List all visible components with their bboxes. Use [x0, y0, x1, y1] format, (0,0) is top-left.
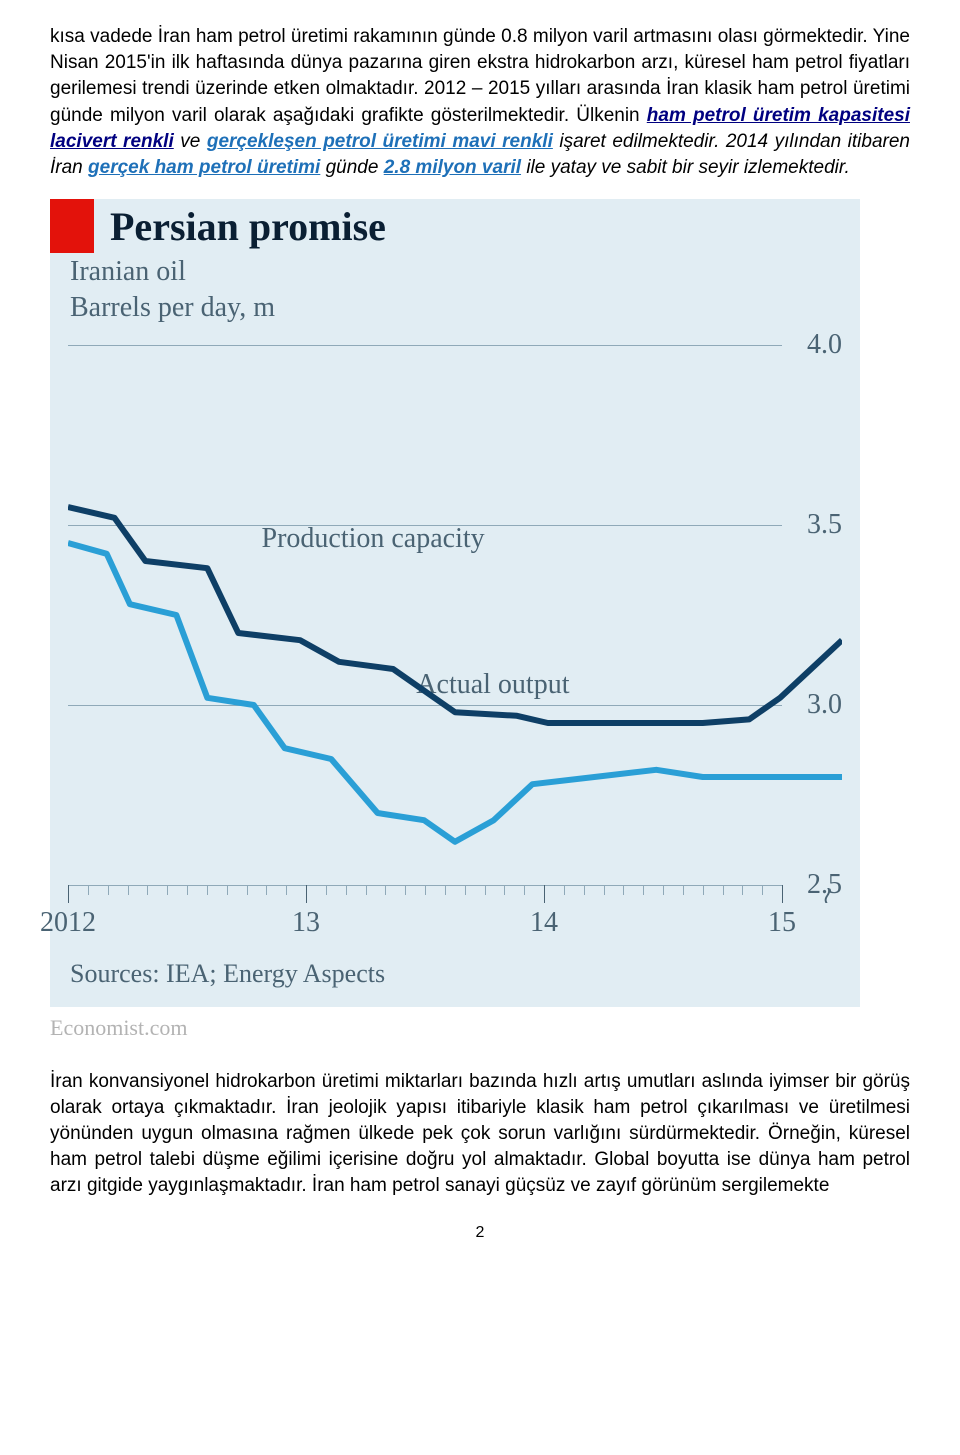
x-tick-minor [762, 885, 763, 895]
x-tick-minor [623, 885, 624, 895]
x-tick-minor [584, 885, 585, 895]
x-tick-minor [167, 885, 168, 895]
x-tick-minor [663, 885, 664, 895]
x-tick-minor [286, 885, 287, 895]
x-tick-minor [147, 885, 148, 895]
x-tick-minor [108, 885, 109, 895]
x-tick-minor [445, 885, 446, 895]
x-tick-minor [247, 885, 248, 895]
chart-sources: Sources: IEA; Energy Aspects [50, 945, 860, 1007]
paragraph-1: kısa vadede İran ham petrol üretimi raka… [50, 24, 910, 181]
chart-title: Persian promise [94, 199, 386, 253]
x-tick-major [544, 885, 545, 903]
x-tick-minor [524, 885, 525, 895]
chart-lines-svg [68, 345, 842, 885]
chart-subtitle-1: Iranian oil [50, 253, 860, 289]
x-tick-minor [128, 885, 129, 895]
x-tick-minor [227, 885, 228, 895]
x-tick-minor [723, 885, 724, 895]
x-tick-minor [346, 885, 347, 895]
p1-text-d: günde [326, 157, 384, 178]
x-tick-minor [187, 885, 188, 895]
p1-highlight-real: gerçek ham petrol üretimi [88, 157, 320, 178]
x-tick-major [68, 885, 69, 903]
x-axis-label: 2012 [40, 907, 96, 939]
x-tick-minor [326, 885, 327, 895]
x-tick-minor [207, 885, 208, 895]
x-tick-minor [504, 885, 505, 895]
x-tick-minor [742, 885, 743, 895]
x-axis-label: 13 [292, 907, 320, 939]
chart-container: Persian promise Iranian oil Barrels per … [50, 199, 910, 1040]
tick-row: 2012131415 [68, 885, 782, 903]
p1-highlight-actual: gerçekleşen petrol üretimi mavi renkli [207, 131, 553, 152]
x-tick-minor [88, 885, 89, 895]
x-tick-minor [385, 885, 386, 895]
x-tick-minor [683, 885, 684, 895]
x-tick-minor [564, 885, 565, 895]
p1-text-e: ile yatay ve sabit bir seyir izlemektedi… [526, 157, 849, 178]
chart-subtitle-2: Barrels per day, m [50, 289, 860, 325]
x-tick-major [306, 885, 307, 903]
paragraph-2: İran konvansiyonel hidrokarbon üretimi m… [50, 1069, 910, 1200]
x-tick-minor [405, 885, 406, 895]
x-tick-minor [425, 885, 426, 895]
chart-watermark: Economist.com [50, 1015, 910, 1041]
x-tick-minor [266, 885, 267, 895]
persian-promise-chart: Persian promise Iranian oil Barrels per … [50, 199, 860, 1006]
x-axis-label: 15 [768, 907, 796, 939]
p1-highlight-value: 2.8 milyon varil [384, 157, 521, 178]
page-number: 2 [50, 1224, 910, 1242]
chart-plot-area: 4.03.53.02.5≀Production capacityActual o… [68, 345, 842, 885]
x-axis-label: 14 [530, 907, 558, 939]
x-tick-minor [366, 885, 367, 895]
x-tick-minor [643, 885, 644, 895]
series-line-actual-output [68, 543, 842, 842]
x-tick-minor [703, 885, 704, 895]
chart-header: Persian promise [50, 199, 860, 253]
x-tick-major [782, 885, 783, 903]
p1-text-b: ve [180, 131, 207, 152]
x-tick-minor [485, 885, 486, 895]
series-line-production-capacity [68, 507, 842, 723]
chart-accent-block [50, 199, 94, 253]
x-tick-minor [604, 885, 605, 895]
x-tick-minor [465, 885, 466, 895]
chart-x-axis: 2012131415 [68, 885, 842, 945]
